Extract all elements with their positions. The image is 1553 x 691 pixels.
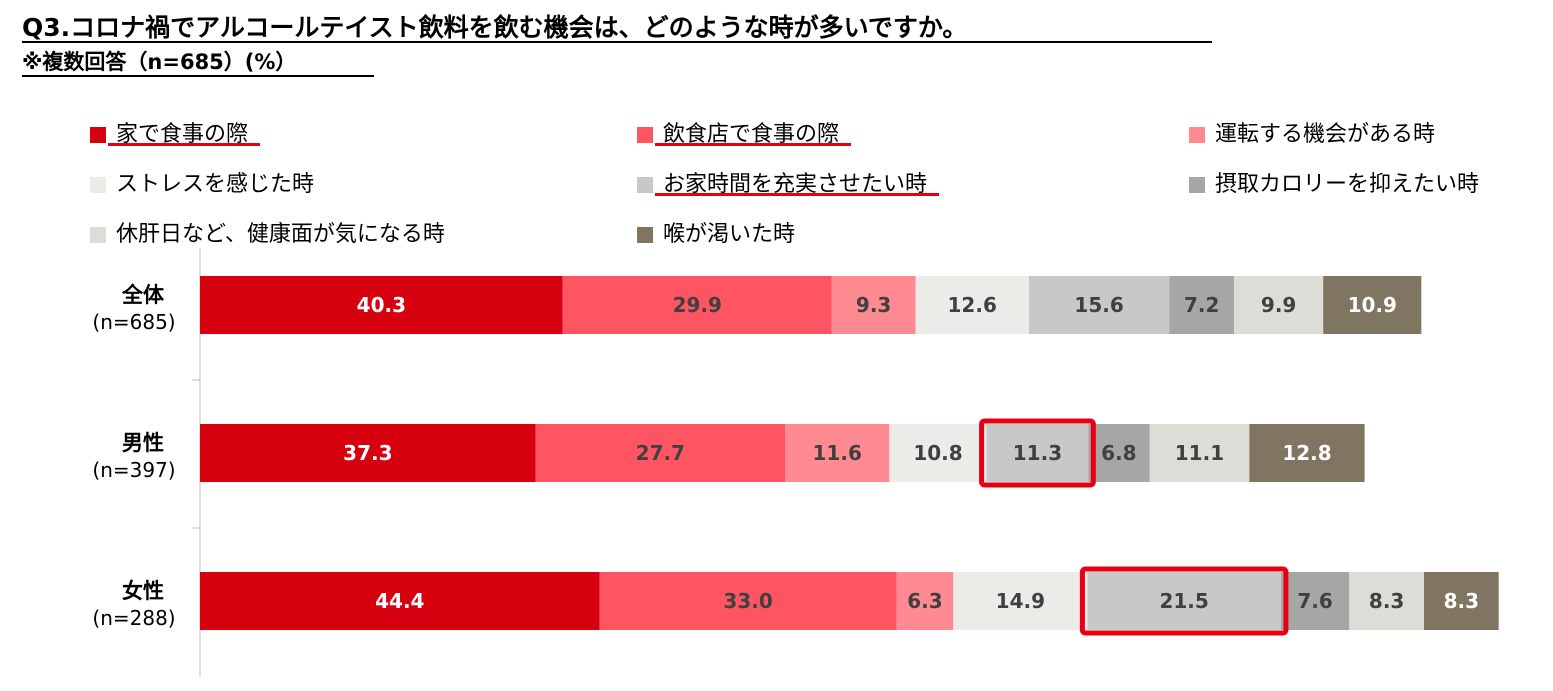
data-label: 29.9 xyxy=(673,293,722,317)
data-label: 9.3 xyxy=(856,293,891,317)
legend-swatch xyxy=(1189,177,1205,193)
bar-segment xyxy=(535,424,785,482)
data-label: 11.3 xyxy=(1013,441,1062,465)
bar-segment xyxy=(200,572,600,630)
legend-swatch xyxy=(637,177,653,193)
data-label: 8.3 xyxy=(1444,589,1479,613)
highlight-box xyxy=(979,418,1096,488)
bar-segment xyxy=(1149,424,1250,482)
bar-segment xyxy=(1249,424,1365,482)
data-label: 12.8 xyxy=(1282,441,1331,465)
bar-segment xyxy=(889,424,987,482)
subtitle-underline xyxy=(22,75,374,77)
bar-segment xyxy=(200,424,536,482)
legend-swatch xyxy=(637,227,653,243)
legend-item: 運転する機会がある時 xyxy=(1189,116,1435,148)
data-label: 8.3 xyxy=(1369,589,1404,613)
legend-item: 飲食店で食事の際 xyxy=(637,116,839,148)
bar-segment xyxy=(953,572,1088,630)
bar-segment xyxy=(986,424,1089,482)
data-label: 21.5 xyxy=(1159,589,1208,613)
legend-item: 家で食事の際 xyxy=(90,116,248,148)
data-label: 11.1 xyxy=(1175,441,1224,465)
data-label: 7.2 xyxy=(1184,293,1219,317)
category-n-label: (n=288) xyxy=(92,606,175,630)
chart-subtitle: ※複数回答（n=685）(%） xyxy=(22,50,297,74)
data-label: 12.6 xyxy=(948,293,997,317)
legend-label: 喉が渇いた時 xyxy=(663,222,796,247)
bar-segment xyxy=(1349,572,1424,630)
data-label: 10.9 xyxy=(1348,293,1397,317)
legend: 家で食事の際 飲食店で食事の際 運転する機会がある時ストレスを感じた時 お家時間を充実… xyxy=(0,0,1553,250)
legend-label: 運転する機会がある時 xyxy=(1215,122,1436,147)
legend-item: ストレスを感じた時 xyxy=(90,166,314,198)
bar-segment xyxy=(1424,572,1499,630)
bar-segment xyxy=(1323,276,1422,334)
legend-item: 休肝日など、健康面が気になる時 xyxy=(90,216,445,248)
highlight-box xyxy=(1079,566,1289,636)
legend-swatch xyxy=(90,127,106,143)
legend-label: ストレスを感じた時 xyxy=(116,172,315,197)
category-label: 男性 xyxy=(122,431,164,455)
legend-label: 家で食事の際 xyxy=(116,122,249,147)
data-label: 11.6 xyxy=(813,441,862,465)
legend-label: お家時間を充実させたい時 xyxy=(663,172,928,197)
category-n-label: (n=685) xyxy=(92,310,175,334)
title-underline xyxy=(22,41,1212,43)
legend-label: 飲食店で食事の際 xyxy=(663,122,840,147)
data-label: 14.9 xyxy=(996,589,1045,613)
bar-segment xyxy=(1280,572,1350,630)
data-label: 44.4 xyxy=(375,589,424,613)
data-label: 15.6 xyxy=(1074,293,1123,317)
legend-swatch xyxy=(637,127,653,143)
legend-swatch xyxy=(90,177,106,193)
bar-segment xyxy=(785,424,890,482)
legend-label: 休肝日など、健康面が気になる時 xyxy=(116,222,445,247)
legend-swatch xyxy=(90,227,106,243)
category-label: 女性 xyxy=(122,579,164,603)
legend-item: 摂取カロリーを抑えたい時 xyxy=(1189,166,1479,198)
data-label: 6.3 xyxy=(907,589,942,613)
legend-highlight-underline xyxy=(108,143,260,146)
bar-segment xyxy=(1169,276,1235,334)
data-label: 7.6 xyxy=(1297,589,1332,613)
legend-highlight-underline xyxy=(655,193,939,196)
data-label: 37.3 xyxy=(343,441,392,465)
bar-segment xyxy=(562,276,832,334)
legend-item: お家時間を充実させたい時 xyxy=(637,166,927,198)
bar-segment xyxy=(599,572,897,630)
data-label: 33.0 xyxy=(723,589,772,613)
bar-segment xyxy=(1028,276,1170,334)
bar-segment xyxy=(1087,572,1281,630)
legend-label: 摂取カロリーを抑えたい時 xyxy=(1215,172,1480,197)
category-label: 全体 xyxy=(121,283,165,307)
legend-item: 喉が渇いた時 xyxy=(637,216,795,248)
data-label: 40.3 xyxy=(357,293,406,317)
data-label: 10.8 xyxy=(913,441,962,465)
chart-title: Q3.コロナ禍でアルコールテイスト飲料を飲む機会は、どのような時が多いですか。 xyxy=(22,13,968,42)
data-label: 6.8 xyxy=(1101,441,1136,465)
data-label: 9.9 xyxy=(1261,293,1296,317)
bar-segment xyxy=(896,572,954,630)
data-label: 27.7 xyxy=(636,441,685,465)
legend-swatch xyxy=(1189,127,1205,143)
bar-segment xyxy=(915,276,1029,334)
bar-segment xyxy=(200,276,563,334)
category-n-label: (n=397) xyxy=(92,458,175,482)
bar-segment xyxy=(831,276,916,334)
bar-segment xyxy=(1234,276,1324,334)
bar-segment xyxy=(1088,424,1150,482)
legend-highlight-underline xyxy=(655,143,851,146)
